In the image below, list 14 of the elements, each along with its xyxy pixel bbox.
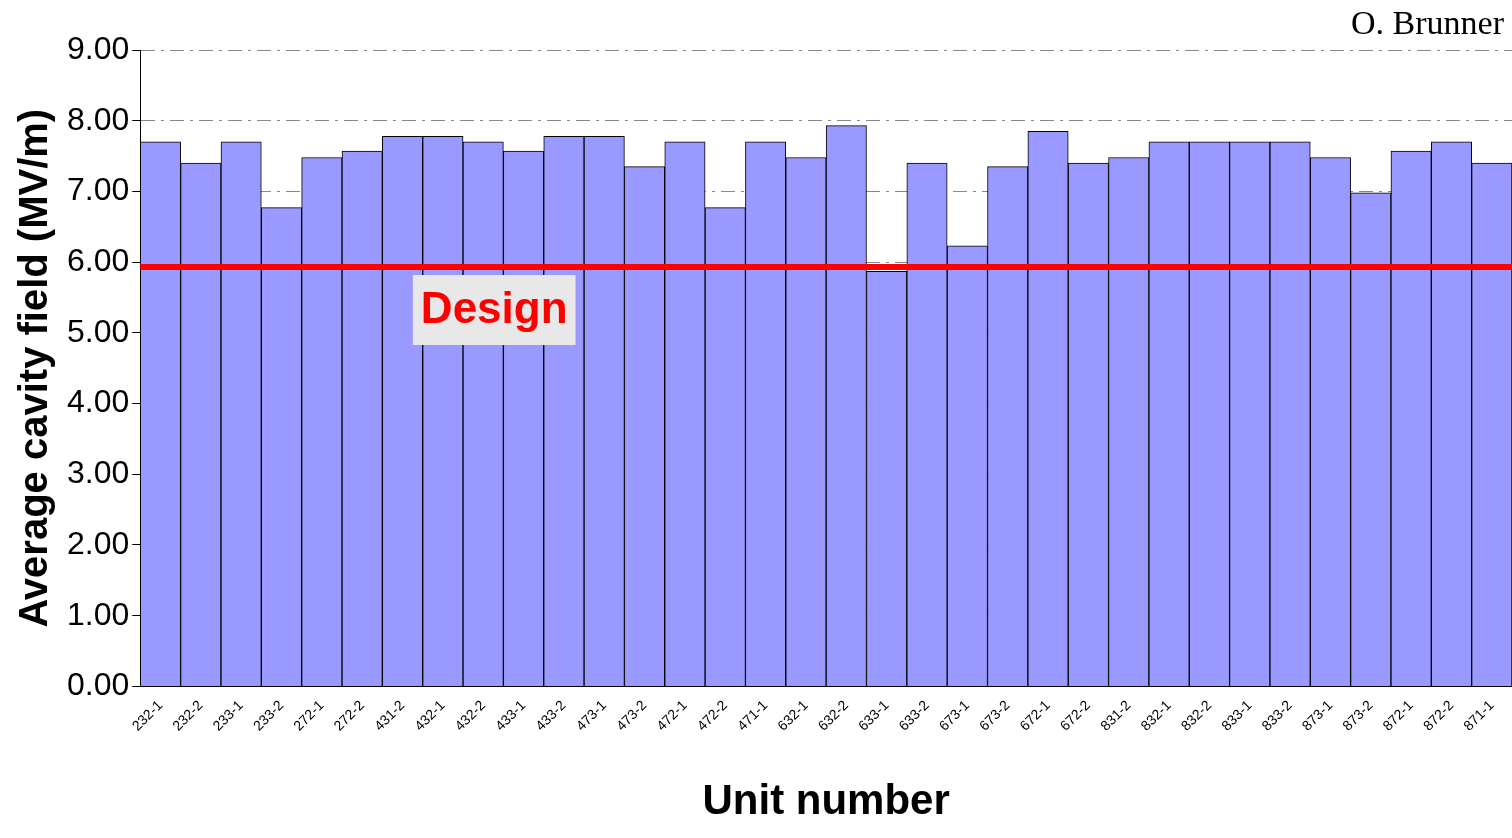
y-tick-label: 3.00 (67, 454, 130, 491)
y-tick-label: 4.00 (67, 383, 130, 420)
y-axis-title: Average cavity field (MV/m) (11, 108, 56, 628)
x-axis-title: Unit number (702, 776, 950, 824)
y-tick-label: 0.00 (67, 666, 130, 703)
ref-line-label: Design (420, 283, 568, 333)
y-tick-label: 7.00 (67, 171, 130, 208)
y-tick-label: 5.00 (67, 312, 130, 349)
y-tick-label: 1.00 (67, 595, 130, 632)
y-tick-label: 9.00 (67, 29, 130, 66)
y-tick-label: 6.00 (67, 241, 130, 278)
y-tick-label: 8.00 (67, 100, 130, 137)
y-tick-label: 2.00 (67, 524, 130, 561)
text: O. Brunner (1351, 3, 1505, 41)
